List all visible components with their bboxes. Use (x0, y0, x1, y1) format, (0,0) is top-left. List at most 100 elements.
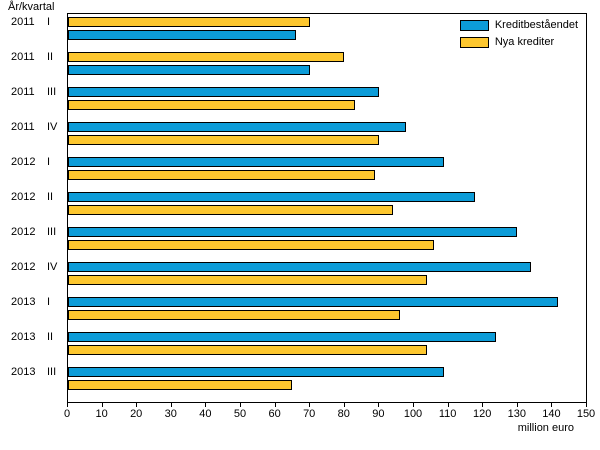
bar-nya-krediter (68, 240, 435, 250)
category-quarter: II (47, 331, 54, 343)
bar-group-2012-ii: 2012 II (11, 191, 586, 215)
x-tick-label: 130 (507, 408, 526, 420)
bar-kreditbestaendet (68, 227, 517, 237)
bar-group-2012-iv: 2012 IV (11, 261, 586, 285)
x-tick (586, 403, 587, 407)
category-year: 2012 (11, 261, 36, 273)
category-quarter: II (47, 191, 54, 203)
category-label: 2013 II (11, 331, 65, 343)
x-tick (413, 403, 414, 407)
bar-group-2013-i: 2013 I (11, 296, 586, 320)
x-axis: 0 10 20 30 40 50 60 70 80 90 100 110 120 130 140 150 (63, 403, 595, 437)
x-tick-label: 120 (473, 408, 492, 420)
bar-nya-krediter (68, 135, 379, 145)
category-year: 2013 (11, 366, 36, 378)
bar-kreditbestaendet (68, 65, 310, 75)
x-tick-label: 0 (63, 408, 71, 420)
bar-kreditbestaendet (68, 297, 559, 307)
x-tick-label: 20 (130, 408, 143, 420)
bar-kreditbestaendet (68, 122, 407, 132)
bar-kreditbestaendet (68, 332, 497, 342)
category-year: 2012 (11, 226, 36, 238)
category-quarter: III (47, 86, 57, 98)
x-tick (136, 403, 138, 407)
legend: Kreditbeståendet Nya krediter (459, 19, 578, 53)
x-tick (516, 403, 518, 407)
category-label: 2012 III (11, 226, 65, 238)
x-tick-label: 80 (337, 408, 350, 420)
category-year: 2013 (11, 296, 36, 308)
category-quarter: II (47, 51, 54, 63)
bar-nya-krediter (68, 380, 293, 390)
x-tick (101, 403, 103, 407)
bar-nya-krediter (68, 100, 355, 110)
category-quarter: IV (47, 121, 58, 133)
x-tick (274, 403, 276, 407)
bar-kreditbestaendet (68, 87, 379, 97)
x-tick (343, 403, 345, 407)
legend-label: Nya krediter (494, 36, 555, 48)
bar-kreditbestaendet (68, 157, 445, 167)
bar-group-2011-ii: 2011 II (11, 51, 586, 75)
x-tick-label: 150 (576, 408, 596, 420)
x-tick-label: 10 (95, 408, 108, 420)
bar-kreditbestaendet (68, 367, 445, 377)
x-tick-label: 100 (403, 408, 423, 420)
legend-swatch-blue (459, 20, 489, 31)
category-year: 2012 (11, 191, 36, 203)
y-axis-title: År/kvartal (8, 1, 55, 13)
category-label: 2013 I (11, 296, 65, 308)
category-quarter: IV (47, 261, 58, 273)
legend-item-kreditbestaendet: Kreditbeståendet (459, 19, 578, 32)
x-tick-label: 70 (303, 408, 316, 420)
category-label: 2013 III (11, 366, 65, 378)
bar-group-2011-iv: 2011 IV (11, 121, 586, 145)
x-tick (205, 403, 207, 407)
bar-group-2013-ii: 2013 II (11, 331, 586, 355)
x-tick (240, 403, 241, 407)
x-tick-label: 140 (542, 408, 561, 420)
x-tick-label: 30 (164, 408, 177, 420)
bar-nya-krediter (68, 310, 400, 320)
bar-group-2012-iii: 2012 III (11, 226, 586, 250)
bar-nya-krediter (68, 345, 428, 355)
x-tick (482, 403, 484, 407)
bar-kreditbestaendet (68, 262, 531, 272)
category-year: 2013 (11, 331, 36, 343)
category-label: 2012 I (11, 156, 65, 168)
category-year: 2011 (11, 86, 35, 98)
legend-item-nya-krediter: Nya krediter (459, 36, 578, 49)
bar-nya-krediter (68, 275, 428, 285)
category-label: 2011 II (11, 51, 65, 63)
bar-nya-krediter (68, 205, 393, 215)
x-tick (447, 403, 449, 407)
category-quarter: III (47, 366, 57, 378)
bar-nya-krediter (68, 17, 310, 27)
plot-area: 2011 I 2011 II 2011 III 2011 IV 2012 I 2012 II 2012 I… (11, 13, 587, 403)
category-year: 2012 (11, 156, 36, 168)
bar-nya-krediter (68, 170, 376, 180)
bar-kreditbestaendet (68, 192, 476, 202)
bar-groups: 2011 I 2011 II 2011 III 2011 IV 2012 I 2012 II 2012 I… (11, 14, 586, 402)
x-tick-label: 90 (372, 408, 385, 420)
category-year: 2011 (11, 51, 35, 63)
category-label: 2011 III (11, 86, 65, 98)
legend-swatch-yellow (459, 37, 489, 48)
x-tick-label: 110 (438, 408, 457, 420)
x-tick (551, 403, 553, 407)
x-tick (170, 403, 172, 407)
category-year: 2011 (11, 121, 35, 133)
category-label: 2011 I (11, 16, 65, 28)
category-label: 2012 IV (11, 261, 65, 273)
x-tick-label: 50 (233, 408, 247, 420)
category-quarter: III (47, 226, 57, 238)
bar-group-2012-i: 2012 I (11, 156, 586, 180)
x-axis-title: million euro (517, 422, 574, 434)
legend-label: Kreditbeståendet (494, 19, 578, 31)
bar-group-2011-i: 2011 I (11, 16, 586, 40)
category-quarter: I (47, 296, 51, 308)
bar-group-2011-iii: 2011 III (11, 86, 586, 110)
bar-nya-krediter (68, 52, 345, 62)
x-tick-label: 60 (268, 408, 281, 420)
